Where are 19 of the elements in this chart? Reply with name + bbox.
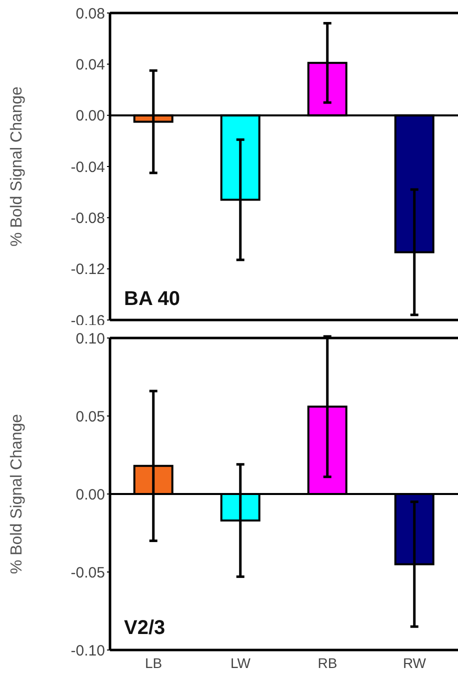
- y-tick-label: -0.04: [70, 158, 105, 176]
- y-tick-label: 0.00: [76, 486, 105, 504]
- x-tick-label: RB: [318, 654, 338, 671]
- y-tick-label: 0.04: [76, 56, 105, 74]
- y-tick-label: 0.10: [76, 330, 105, 348]
- annotation: V2/3: [124, 617, 166, 640]
- y-tick-label: 0.05: [76, 408, 105, 426]
- y-tick-label: -0.08: [70, 210, 105, 227]
- y-axis-title: % Bold Signal Change: [8, 414, 26, 574]
- y-axis-title: % Bold Signal Change: [8, 86, 26, 247]
- y-tick-label: 0.08: [76, 5, 105, 22]
- annotation: BA 40: [124, 288, 180, 311]
- x-tick-label: RW: [402, 654, 427, 671]
- x-tick-label: LB: [144, 654, 162, 671]
- y-tick-label: 0.00: [76, 108, 105, 125]
- x-tick-label: LW: [230, 654, 252, 671]
- y-tick-label: -0.05: [70, 564, 105, 582]
- y-tick-label: -0.12: [70, 261, 105, 278]
- y-tick-label: -0.10: [70, 642, 105, 660]
